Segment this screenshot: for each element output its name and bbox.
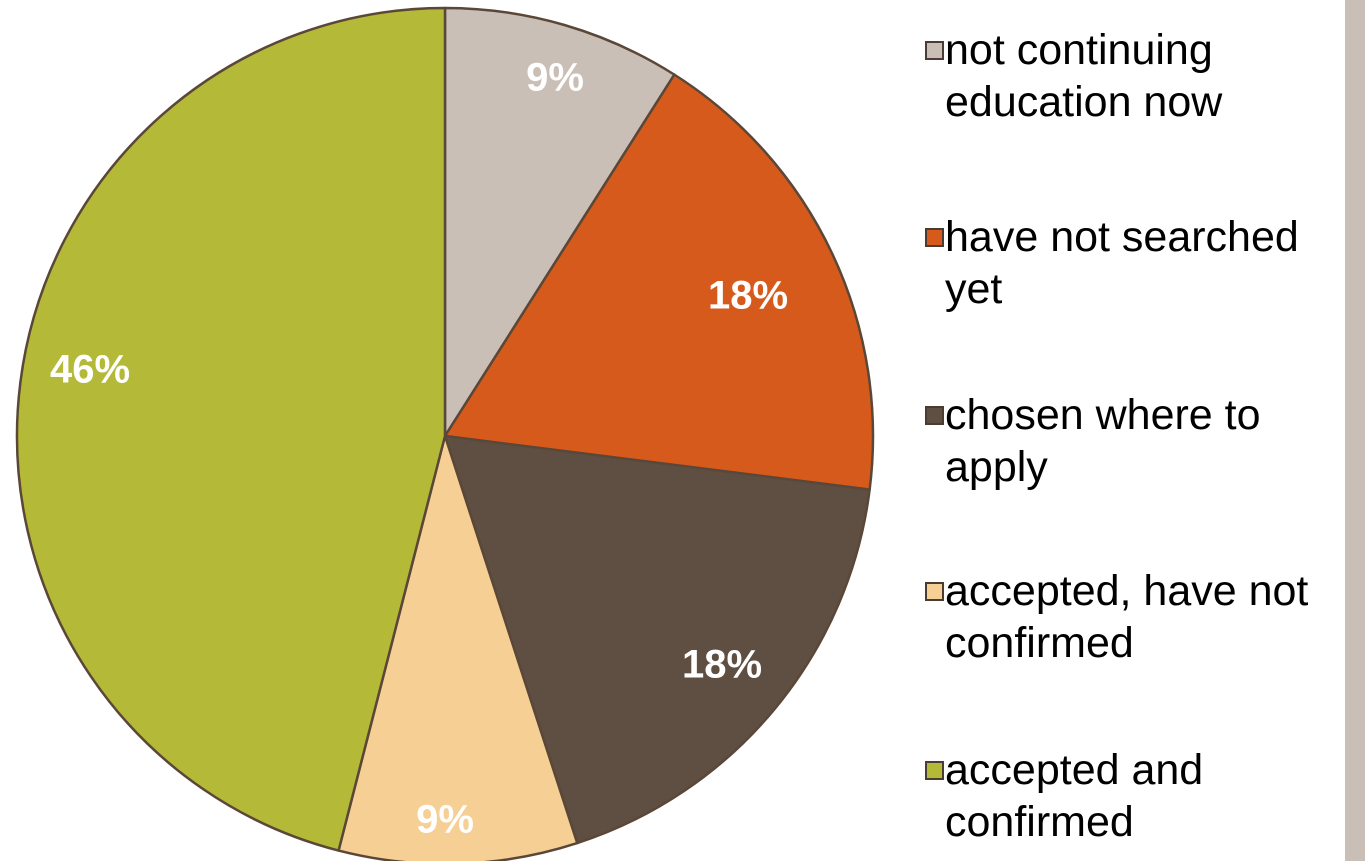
pie-slice <box>443 73 875 491</box>
legend-swatch <box>925 41 944 60</box>
pie-slice <box>15 6 447 852</box>
legend-label: accepted, have not confirmed <box>945 567 1309 667</box>
pie-slice <box>443 434 871 845</box>
data-label: 18% <box>682 643 762 687</box>
legend-swatch <box>925 406 944 425</box>
data-label: 9% <box>416 798 474 842</box>
data-label: 46% <box>50 348 130 392</box>
legend-item: not continuing education now <box>925 24 1345 128</box>
legend-item: have not searched yet <box>925 211 1345 315</box>
pie-slice <box>443 6 676 438</box>
data-label: 18% <box>708 274 788 318</box>
legend-swatch <box>925 761 944 780</box>
legend-label: have not searched yet <box>945 213 1299 313</box>
legend-item: accepted and confirmed <box>925 744 1345 848</box>
legend-swatch <box>925 582 944 601</box>
legend-item: accepted, have not confirmed <box>925 565 1345 669</box>
legend-label: accepted and confirmed <box>945 746 1204 846</box>
pie-slice <box>337 434 579 861</box>
side-strip <box>1345 0 1365 861</box>
data-label: 9% <box>526 56 584 100</box>
legend-label: chosen where to apply <box>945 391 1261 491</box>
legend-item: chosen where to apply <box>925 389 1345 493</box>
legend-label: not continuing education now <box>945 26 1223 126</box>
legend-swatch <box>925 228 944 247</box>
